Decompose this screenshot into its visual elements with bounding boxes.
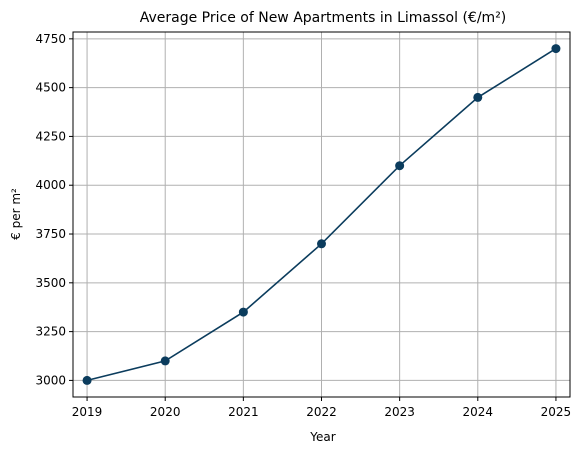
y-axis-ticks: 3000 3250 3500 3750 4000 4250 4500 4750 [35, 32, 73, 387]
y-tick-label: 4500 [35, 81, 66, 95]
chart-title: Average Price of New Apartments in Limas… [140, 10, 507, 26]
x-tick-label: 2024 [463, 405, 494, 419]
y-tick-label: 4250 [35, 129, 66, 143]
x-tick-label: 2021 [228, 405, 259, 419]
y-tick-label: 4000 [35, 178, 66, 192]
data-point [395, 161, 405, 171]
grid [73, 32, 570, 397]
series-markers [82, 44, 561, 385]
x-tick-label: 2023 [384, 405, 415, 419]
data-point [82, 375, 92, 385]
y-tick-label: 3250 [35, 325, 66, 339]
y-tick-label: 4750 [35, 32, 66, 46]
data-point [551, 44, 561, 54]
x-tick-label: 2022 [306, 405, 337, 419]
data-point [317, 239, 326, 249]
x-tick-label: 2025 [541, 405, 572, 419]
x-tick-label: 2020 [150, 405, 181, 419]
data-point [238, 307, 248, 317]
y-tick-label: 3500 [35, 276, 66, 290]
data-point [160, 356, 170, 366]
y-axis-label: € per m² [9, 188, 23, 240]
x-tick-label: 2019 [72, 405, 103, 419]
data-point [473, 92, 483, 102]
y-tick-label: 3750 [35, 227, 66, 241]
x-axis-ticks: 2019 2020 2021 2022 2023 2024 2025 [72, 397, 571, 419]
x-axis-label: Year [309, 430, 335, 444]
y-tick-label: 3000 [35, 373, 66, 387]
